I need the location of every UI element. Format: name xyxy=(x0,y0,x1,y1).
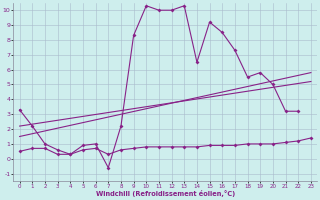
X-axis label: Windchill (Refroidissement éolien,°C): Windchill (Refroidissement éolien,°C) xyxy=(96,190,235,197)
